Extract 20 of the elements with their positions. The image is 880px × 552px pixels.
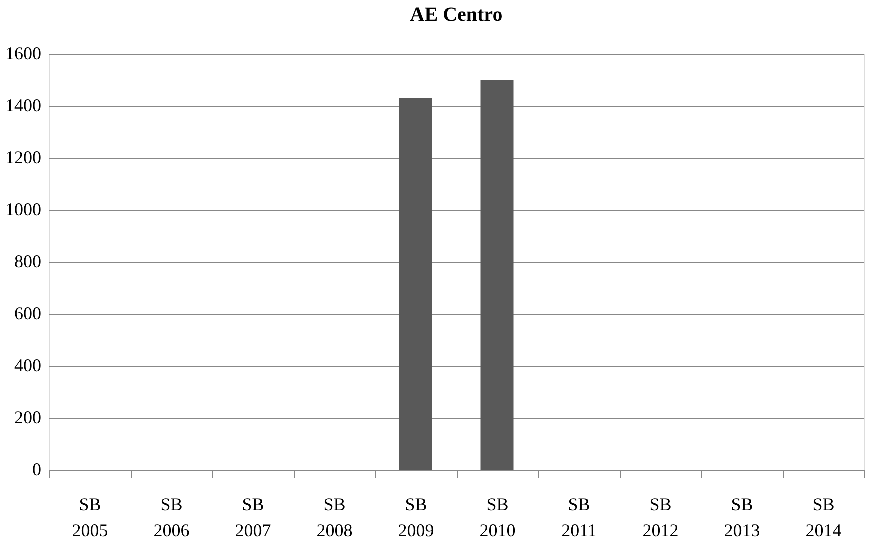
y-tick-label: 0 bbox=[32, 460, 42, 480]
x-tick-label: SB 2011 bbox=[562, 494, 597, 540]
x-tick-label: SB 2008 bbox=[316, 494, 353, 540]
x-tick-label: SB 2005 bbox=[72, 494, 108, 540]
y-tick-label: 1400 bbox=[6, 96, 42, 116]
y-tick-label: 400 bbox=[14, 356, 42, 376]
y-tick-label: 1600 bbox=[6, 44, 42, 64]
x-tick-label: SB 2009 bbox=[398, 494, 434, 540]
x-tick-label: SB 2007 bbox=[235, 494, 272, 540]
x-tick-label: SB 2013 bbox=[724, 494, 760, 540]
y-tick-label: 1000 bbox=[6, 200, 42, 220]
chart-title: AE Centro bbox=[410, 4, 503, 26]
x-tick-label: SB 2012 bbox=[642, 494, 679, 540]
y-tick-label: 600 bbox=[14, 304, 42, 324]
y-tick-label: 1200 bbox=[6, 148, 42, 168]
x-tick-label: SB 2014 bbox=[806, 494, 842, 540]
y-tick-label: 200 bbox=[14, 408, 42, 428]
x-tick-label: SB 2006 bbox=[154, 494, 190, 540]
x-tick-label: SB 2010 bbox=[480, 494, 516, 540]
y-tick-label: 800 bbox=[14, 252, 42, 272]
